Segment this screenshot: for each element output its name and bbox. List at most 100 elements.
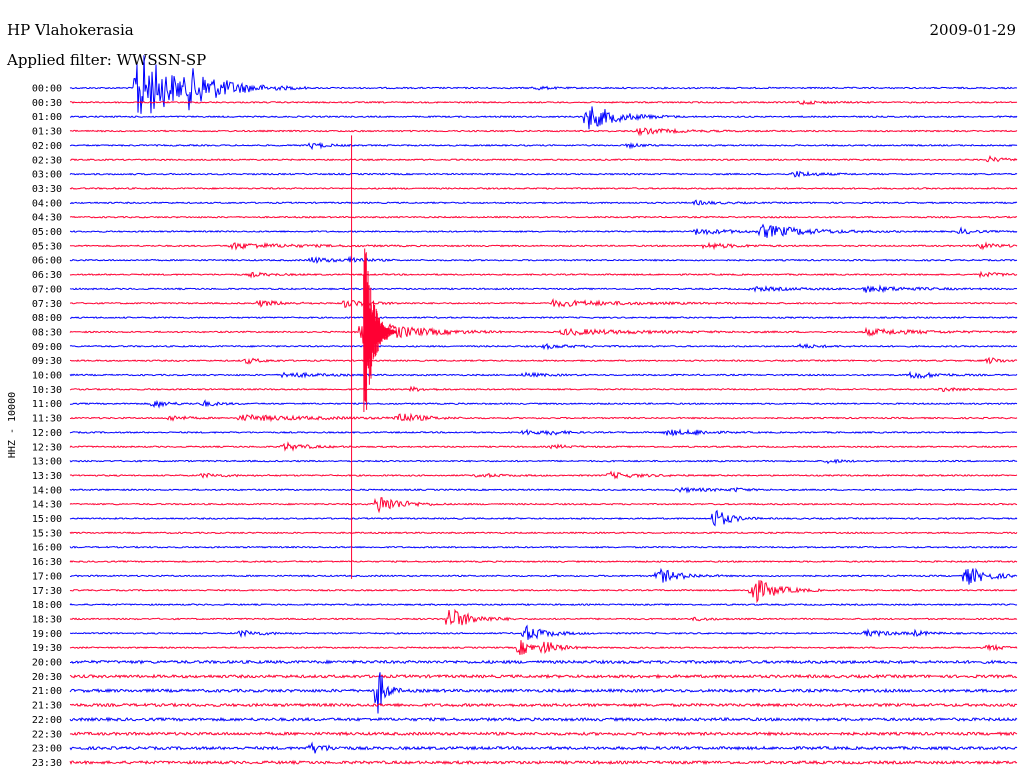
time-tick-label: 01:00 [32,112,62,123]
time-tick-label: 13:30 [32,471,62,482]
trace-2000 [70,659,1018,665]
trace-2200 [69,716,1018,723]
time-tick-label: 12:00 [32,428,62,439]
trace-lines [69,55,1018,766]
main-event-overlay [351,135,397,579]
time-tick-label: 07:00 [32,284,62,295]
time-tick-label: 18:30 [32,614,62,625]
time-tick-label: 03:00 [32,170,62,181]
time-tick-label: 00:30 [32,98,62,109]
trace-0830 [69,319,1018,344]
trace-0900 [69,342,1018,351]
trace-1300 [69,458,1018,465]
trace-2100 [69,672,1018,714]
time-tick-label: 11:00 [32,399,62,410]
time-tick-label: 02:00 [32,141,62,152]
trace-1030 [69,385,1018,393]
trace-1630 [69,560,1018,563]
trace-1700 [69,567,1018,585]
time-tick-label: 13:00 [32,457,62,468]
trace-1530 [69,531,1018,535]
trace-0100 [69,106,1018,130]
date-label: 2009-01-29 [929,21,1016,39]
trace-0430 [69,215,1018,219]
time-tick-label: 04:00 [32,198,62,209]
trace-0600 [69,255,1018,264]
time-tick-label: 23:30 [32,758,62,769]
time-tick-label: 10:00 [32,371,62,382]
time-tick-label: 14:30 [32,500,62,511]
time-tick-label: 03:30 [32,184,62,195]
trace-1930 [69,640,1018,656]
trace-0400 [69,199,1018,206]
time-tick-label: 23:00 [32,744,62,755]
time-tick-label: 21:30 [32,701,62,712]
trace-1000 [69,370,1018,380]
time-tick-label: 05:00 [32,227,62,238]
trace-0130 [69,127,1018,137]
time-tick-label: 15:00 [32,514,62,525]
time-tick-label: 09:30 [32,356,62,367]
trace-1900 [69,624,1018,640]
time-tick-label: 22:30 [32,729,62,740]
trace-0530 [69,241,1018,251]
trace-0730 [69,298,1018,309]
time-tick-label: 19:30 [32,643,62,654]
trace-1400 [69,486,1018,494]
time-tick-label: 22:00 [32,715,62,726]
trace-2030 [69,673,1018,680]
trace-2330 [69,759,1018,766]
trace-1800 [69,603,1018,607]
time-tick-label: 01:30 [32,127,62,138]
time-tick-label: 20:00 [32,658,62,669]
time-tick-label: 18:00 [32,600,62,611]
time-tick-label: 02:30 [32,155,62,166]
trace-2230 [69,730,1018,737]
time-tick-label: 00:00 [32,84,62,95]
time-tick-label: 07:30 [32,299,62,310]
trace-0300 [69,170,1018,178]
trace-0700 [69,284,1018,294]
time-tick-label: 08:30 [32,327,62,338]
channel-label: HHZ - 10000 [7,392,18,458]
trace-1430 [69,497,1018,514]
trace-0800 [70,316,1018,320]
time-tick-label: 11:30 [32,414,62,425]
trace-1230 [69,441,1018,452]
trace-0630 [69,270,1018,279]
time-tick-label: 06:30 [32,270,62,281]
trace-1500 [69,509,1018,527]
trace-1200 [69,428,1018,437]
station-title: HP Vlahokerasia [7,21,134,39]
time-tick-label: 04:30 [32,213,62,224]
time-tick-label: 20:30 [32,672,62,683]
time-tick-label: 16:00 [32,543,62,554]
time-tick-label: 12:30 [32,442,62,453]
time-tick-label: 15:30 [32,528,62,539]
trace-2130 [69,702,1018,708]
time-tick-label: 16:30 [32,557,62,568]
time-tick-label: 10:30 [32,385,62,396]
time-tick-label: 14:00 [32,485,62,496]
time-tick-label: 19:00 [32,629,62,640]
main-event-burst [363,248,397,413]
trace-0330 [69,186,1018,190]
time-tick-label: 17:30 [32,586,62,597]
trace-0000 [69,55,1018,114]
time-tick-label: 09:00 [32,342,62,353]
trace-0930 [69,356,1018,365]
trace-0230 [69,155,1018,163]
time-tick-label: 05:30 [32,241,62,252]
trace-1730 [69,579,1018,604]
trace-1330 [69,470,1018,480]
time-tick-label: 08:00 [32,313,62,324]
trace-1600 [69,545,1018,549]
time-tick-label: 21:00 [32,686,62,697]
trace-0030 [69,99,1018,106]
trace-0500 [69,223,1018,238]
trace-1830 [69,608,1018,626]
time-tick-labels: 00:00 00:30 01:00 01:30 02:00 02:30 03:00 03:30… [32,84,62,769]
trace-0200 [69,141,1018,151]
trace-1100 [69,399,1018,409]
